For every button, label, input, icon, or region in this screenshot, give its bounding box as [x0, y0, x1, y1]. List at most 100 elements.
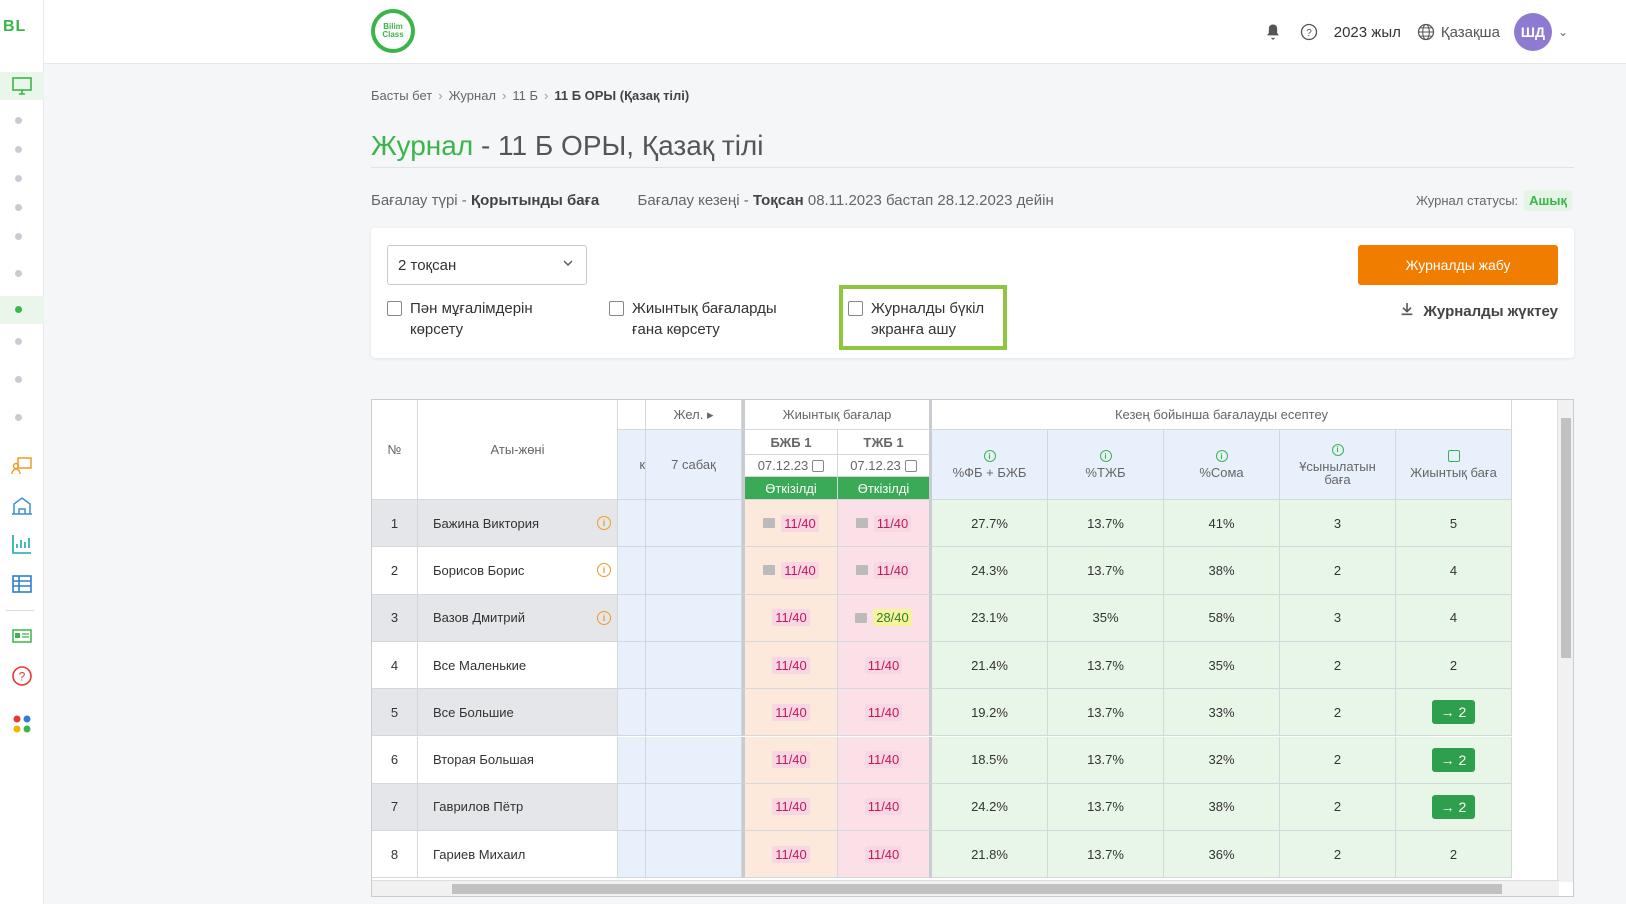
tzhb-cell[interactable]: 11/40 [838, 783, 932, 832]
sidebar-subitem-dot[interactable] [15, 270, 22, 277]
lesson-cell[interactable] [646, 641, 742, 690]
apply-grade-button[interactable]: → 2 [1431, 700, 1476, 725]
comment-icon[interactable] [855, 612, 868, 623]
student-name[interactable]: Все Большие [418, 689, 618, 737]
lesson-cell[interactable] [646, 831, 742, 879]
column-header-lesson[interactable]: 7 сабақ [646, 430, 742, 500]
tzhb-cell[interactable]: 11/40 [838, 547, 932, 595]
bzhb-cell[interactable]: 11/40 [742, 641, 838, 690]
bzhb-cell[interactable]: 11/40 [742, 689, 838, 737]
breadcrumb-journal[interactable]: Журнал [448, 88, 497, 103]
student-name[interactable]: Все Маленькие [418, 641, 618, 690]
tzhb-cell[interactable]: 11/40 [838, 736, 932, 784]
lesson-cell[interactable] [646, 736, 742, 784]
bzhb-cell[interactable]: 11/40 [742, 736, 838, 784]
horizontal-scrollbar[interactable] [372, 880, 1559, 896]
tzhb-cell[interactable]: 11/40 [838, 641, 932, 690]
download-journal-link[interactable]: Журналды жүктеу [1399, 301, 1558, 321]
column-header-bzhb[interactable]: БЖБ 1 [742, 430, 838, 455]
student-name[interactable]: Гаврилов Пётр [418, 783, 618, 832]
student-name[interactable]: Бажина Виктория i [418, 500, 618, 548]
final-grade-cell[interactable]: → 2 [1396, 736, 1512, 784]
breadcrumb-home[interactable]: Басты бет [371, 88, 433, 103]
bzhb-cell[interactable]: 11/40 [742, 831, 838, 879]
final-grade-cell[interactable]: → 2 [1396, 783, 1512, 832]
info-icon[interactable]: i [1099, 450, 1112, 462]
settings-icon[interactable] [812, 459, 825, 472]
sidebar-subitem-dot[interactable] [15, 175, 22, 182]
apply-grade-button[interactable]: → 2 [1431, 747, 1476, 772]
tzhb-cell[interactable]: 11/40 [838, 831, 932, 879]
quarter-select[interactable]: 2 тоқсан [387, 245, 587, 285]
sidebar-subitem-dot-active[interactable] [15, 306, 22, 313]
student-name[interactable]: Борисов Борис i [418, 547, 618, 595]
sidebar-subitem-dot[interactable] [15, 146, 22, 153]
checkbox-box[interactable] [609, 301, 624, 316]
tzhb-cell[interactable]: 11/40 [838, 689, 932, 737]
bl-logo[interactable]: BL > [0, 12, 67, 48]
teacher-board-icon[interactable] [6, 452, 38, 480]
breadcrumb-class[interactable]: 11 Б [512, 88, 538, 103]
bzhb-cell[interactable]: 11/40 [742, 500, 838, 548]
sidebar-subitem-dot[interactable] [15, 233, 22, 240]
checkbox-box[interactable] [387, 301, 402, 316]
lesson-cell[interactable] [646, 783, 742, 832]
sidebar-subitem-dot[interactable] [15, 204, 22, 211]
tzhb-cell[interactable]: 28/40 [838, 594, 932, 642]
lesson-cell[interactable] [618, 736, 646, 784]
help-icon[interactable]: ? [6, 662, 38, 690]
student-name[interactable]: Вторая Большая [418, 736, 618, 784]
final-grade-cell[interactable]: 2 [1396, 831, 1512, 879]
info-icon[interactable]: i [597, 610, 611, 625]
monitor-icon[interactable] [6, 72, 38, 100]
show-teachers-checkbox[interactable]: Пән мұғалімдерін көрсету [387, 298, 587, 340]
table-icon[interactable] [6, 570, 38, 598]
bell-icon[interactable] [1262, 21, 1284, 43]
school-icon[interactable] [6, 492, 38, 520]
lesson-cell[interactable] [618, 547, 646, 595]
checkbox-box[interactable] [848, 301, 863, 316]
comment-icon[interactable] [763, 565, 776, 576]
vertical-scrollbar[interactable] [1557, 400, 1573, 882]
final-grade-cell[interactable]: 5 [1396, 500, 1512, 548]
comment-icon[interactable] [855, 565, 868, 576]
info-icon[interactable]: i [1215, 450, 1228, 462]
id-card-icon[interactable] [6, 622, 38, 650]
info-icon[interactable]: i [597, 516, 611, 531]
fullscreen-checkbox[interactable]: Журналды бүкіл экранға ашу [848, 298, 1003, 340]
lesson-cell[interactable] [618, 783, 646, 832]
lesson-cell[interactable] [646, 547, 742, 595]
bzhb-cell[interactable]: 11/40 [742, 547, 838, 595]
lesson-cell[interactable] [646, 594, 742, 642]
lesson-cell[interactable] [618, 831, 646, 879]
comment-icon[interactable] [763, 518, 776, 529]
show-summative-checkbox[interactable]: Жиынтық бағаларды ғана көрсету [609, 298, 809, 340]
comment-icon[interactable] [855, 518, 868, 529]
student-name[interactable]: Гариев Михаил [418, 831, 618, 879]
sidebar-subitem-dot[interactable] [15, 376, 22, 383]
lesson-cell[interactable] [646, 689, 742, 737]
lesson-cell[interactable] [618, 594, 646, 642]
user-menu[interactable]: ШД ⌄ [1513, 13, 1568, 51]
sidebar-subitem-dot[interactable] [15, 117, 22, 124]
language-selector[interactable]: Қазақша [1415, 21, 1500, 43]
apps-icon[interactable] [6, 710, 38, 738]
apply-grade-button[interactable]: → 2 [1431, 794, 1476, 819]
column-header-wed[interactable]: Жел. ▸ [646, 400, 742, 430]
settings-icon[interactable] [904, 459, 917, 472]
info-icon[interactable]: i [597, 563, 611, 578]
final-grade-cell[interactable]: 2 [1396, 641, 1512, 690]
sidebar-subitem-dot[interactable] [15, 338, 22, 345]
lesson-cell[interactable] [618, 641, 646, 690]
bzhb-cell[interactable]: 11/40 [742, 594, 838, 642]
sidebar-subitem-dot[interactable] [15, 414, 22, 421]
final-grade-cell[interactable]: → 2 [1396, 689, 1512, 737]
tzhb-cell[interactable]: 11/40 [838, 500, 932, 548]
close-journal-button[interactable]: Журналды жабу [1358, 245, 1558, 285]
year-selector[interactable]: 2023 жыл [1333, 23, 1401, 41]
bar-chart-icon[interactable] [6, 530, 38, 558]
final-grade-cell[interactable]: 4 [1396, 594, 1512, 642]
help-circle-icon[interactable]: ? [1298, 21, 1320, 43]
final-grade-cell[interactable]: 4 [1396, 547, 1512, 595]
bilim-class-logo[interactable]: Bilim Class [371, 9, 415, 53]
